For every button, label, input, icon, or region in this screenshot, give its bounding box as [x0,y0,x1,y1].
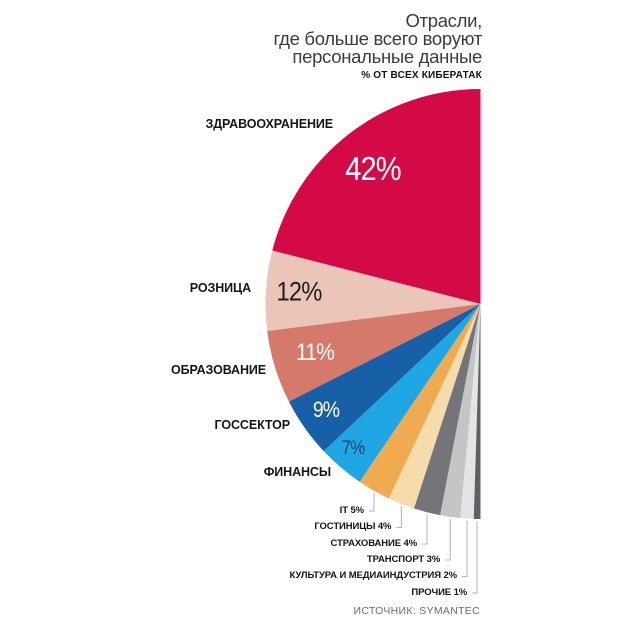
category-label: ГОССЕКТОР [214,418,291,432]
value-label: 12% [276,276,323,307]
pie-slice-11 [473,304,481,519]
value-label: 9% [312,397,340,422]
pie-slice-7 [388,304,481,509]
value-label: 42% [345,150,401,187]
small-category-label: IT 5% [339,504,364,516]
leader-line [445,518,451,561]
small-category-label: ТРАНСПОРТ 3% [366,553,441,565]
pie-slice-8 [414,304,481,516]
pie-slice-5 [323,304,481,482]
small-category-label: СТРАХОВАНИЕ 4% [330,537,418,549]
category-label: ЗДРАВООХРАНЕНИЕ [205,117,333,131]
pie-slice-3 [267,304,481,402]
small-category-label: ГОСТИНИЦЫ 4% [314,521,392,532]
leader-line [472,521,478,594]
pie-slice-10 [460,304,481,519]
leader-line [369,492,375,512]
leader-line [462,520,468,577]
source-note: ИСТОЧНИК: SYMANTEC [353,605,480,617]
chart-title-line2: где больше всего воруют [273,28,482,49]
chart-title: Отрасли, где больше всего воруют персона… [273,10,482,67]
leader-line [396,505,402,528]
chart-title-line3: персональные данные [292,46,482,67]
pie-slice-1 [272,89,481,304]
pie-slice-2 [265,250,481,331]
category-label: ФИНАНСЫ [263,465,331,479]
value-label: 11% [295,339,335,366]
pie-slice-4 [288,304,481,452]
chart-title-line1: Отрасли, [405,10,482,31]
chart-subtitle: % ОТ ВСЕХ КИБЕРАТАК [361,70,482,81]
value-label: 7% [341,438,365,459]
category-label: ОБРАЗОВАНИЕ [170,363,266,377]
small-category-label: ПРОЧИЕ 1% [411,586,468,598]
pie-slice-9 [440,304,481,519]
leader-line [422,514,428,545]
pie-slice-6 [359,304,481,499]
category-label: РОЗНИЦА [189,281,251,295]
small-category-label: КУЛЬТУРА И МЕДИАИНДУСТРИЯ 2% [289,570,458,581]
